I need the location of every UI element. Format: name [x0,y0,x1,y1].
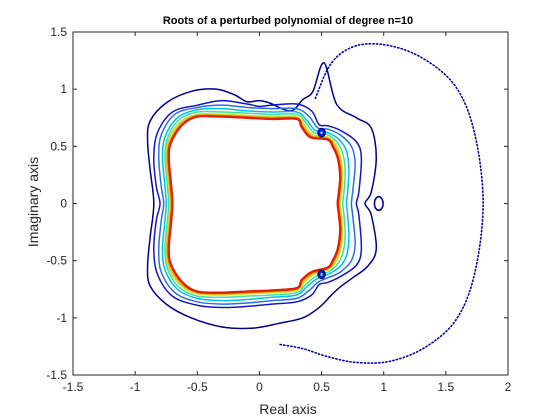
x-tick-label: -0.5 [187,380,208,394]
contour-curve-2 [153,99,363,309]
x-tick-label: -1.5 [63,380,84,394]
dotted-root-locus-curve [277,42,484,364]
y-tick-label: 1.5 [50,25,67,39]
y-tick-label: 1 [60,82,67,96]
y-tick-label: -0.5 [46,254,67,268]
y-axis-label: Imaginary axis [25,157,41,247]
contour-curve-5 [164,110,346,299]
data-layer [146,42,484,364]
small-contour-loop [317,269,326,280]
small-contour-loop [317,127,326,138]
small-contour-loop [373,195,384,212]
x-axis-label: Real axis [259,401,317,417]
contour-curve-1 [146,62,378,330]
small-contour-loop [318,129,325,136]
x-tick-label: 1.5 [438,380,455,394]
y-tick-label: 0 [60,197,67,211]
x-tick-label: 1 [380,380,387,394]
contour-curve-6 [165,112,344,296]
y-tick-label: -1.5 [46,368,67,382]
x-tick-label: 0 [256,380,263,394]
contour-curve-8 [167,114,342,294]
contour-curve-3 [158,104,356,305]
y-tick-label: 0.5 [50,139,67,153]
y-tick-label: -1 [56,311,67,325]
contour-curve-4 [161,107,350,302]
x-tick-label: 2 [505,380,512,394]
x-tick-label: 0.5 [313,380,330,394]
small-contour-loop [318,271,325,278]
x-tick-label: -1 [130,380,141,394]
ticks-layer: -1.5 -1 -0.5 0 0.5 1 1.5 2 -1.5 -1 -0.5 0 0.5 1 1.5 [46,25,511,394]
chart-title: Roots of a perturbed polynomial of degre… [163,15,413,27]
